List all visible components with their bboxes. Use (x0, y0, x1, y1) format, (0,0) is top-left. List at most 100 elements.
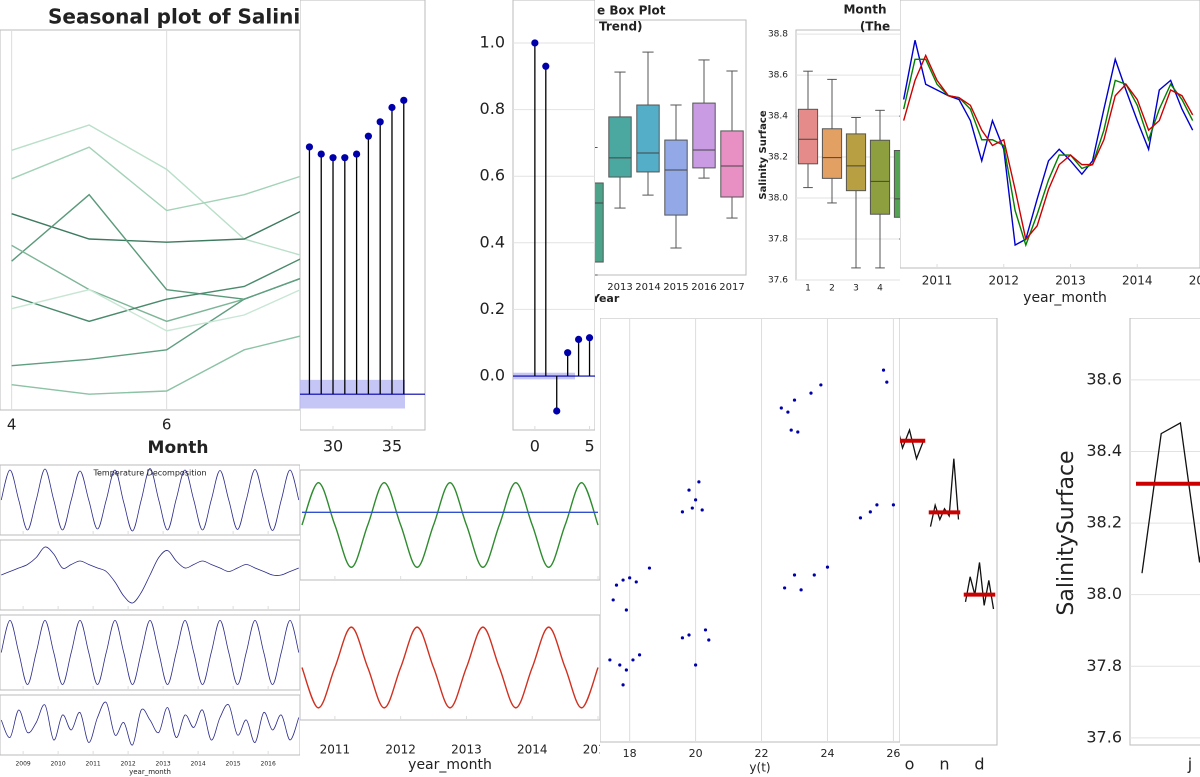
scatter-point (799, 588, 803, 592)
x-tick-label: 6 (162, 416, 172, 434)
plot-frame (300, 614, 600, 721)
y-tick-label: 0.6 (480, 166, 505, 185)
x-tick-label: n (939, 755, 949, 774)
chart-xlabel: Month (148, 438, 209, 458)
x-tick-label: 2014 (517, 743, 548, 757)
y-tick-label: 0.8 (480, 99, 505, 118)
scatter-point (687, 633, 691, 637)
chart-subtitle: Trend) (599, 20, 643, 34)
x-tick-label: 2014 (635, 282, 660, 293)
plot-frame (900, 318, 998, 746)
subseries-line (900, 427, 925, 461)
plot-frame (600, 318, 900, 743)
stem-marker (341, 154, 349, 162)
series-line (11, 277, 300, 367)
scatter-point (694, 498, 698, 502)
series-line (902, 40, 1194, 247)
scatter-point (789, 428, 793, 432)
series-line (902, 53, 1194, 241)
box (720, 130, 744, 198)
y-tick-label: 0.0 (480, 366, 505, 385)
subseries-line (929, 458, 960, 527)
series-line (0, 619, 300, 686)
y-tick-label: 38.4 (1086, 441, 1122, 460)
series-line (0, 468, 300, 532)
x-tick-label: 5 (584, 437, 594, 456)
stem-marker (329, 154, 337, 162)
series-line (11, 124, 300, 256)
scatter-point (647, 566, 652, 570)
scatter-point (624, 608, 628, 612)
y-tick-label: 1.0 (480, 32, 505, 51)
stem-marker (317, 150, 325, 158)
scatter-point (825, 565, 830, 569)
x-tick-label: 2012 (989, 274, 1020, 288)
scatter-point (779, 406, 783, 410)
chart-ylabel: Salinity Surface (758, 110, 769, 199)
stem-marker (305, 143, 314, 151)
box (664, 139, 688, 216)
scatter-point (680, 636, 685, 640)
x-tick-label: 2012 (120, 761, 135, 768)
scatter-point (611, 598, 615, 602)
series-line (11, 193, 300, 300)
x-tick-label: 2009 (15, 761, 30, 768)
plot-frame (0, 464, 300, 536)
x-tick-label: 4 (7, 416, 17, 434)
plot-frame (595, 19, 747, 276)
y-tick-label: 38.2 (1086, 513, 1122, 532)
scatter-point (868, 510, 872, 514)
chart-xlabel: Year (595, 292, 620, 305)
series-line (301, 481, 599, 569)
scatter-point (624, 668, 628, 672)
box (893, 149, 900, 218)
chart-panel: 30 35 (300, 0, 430, 460)
x-tick-label: 2012 (385, 743, 416, 757)
x-tick-label: 26 (886, 747, 900, 760)
plot-frame (300, 469, 600, 581)
x-tick-label: 2015 (1189, 274, 1200, 288)
x-tick-label: 24 (820, 747, 834, 760)
stem-marker (376, 118, 384, 126)
x-tick-label: 2011 (320, 743, 351, 757)
x-tick-label: 2013 (155, 761, 170, 768)
stem-marker (542, 62, 550, 70)
chart-title: Temperature Decomposition (92, 469, 206, 478)
series-line (301, 626, 599, 709)
chart-ylabel: SalinitySurface (1054, 450, 1079, 615)
scatter-point (792, 573, 797, 577)
box (608, 116, 632, 178)
scatter-point (621, 683, 625, 687)
x-tick-label: 2015 (583, 743, 600, 757)
scatter-point (809, 391, 813, 395)
plot-frame (0, 614, 300, 691)
x-tick-label: 2011 (922, 274, 953, 288)
x-tick-label: 2017 (719, 282, 744, 293)
plot-frame (0, 694, 300, 756)
y-tick-label: 38.6 (1086, 369, 1122, 388)
scatter-point (694, 663, 698, 667)
x-tick-label: d (974, 755, 984, 774)
chart-xlabel: y(t) (749, 761, 770, 775)
x-tick-label: o (905, 755, 915, 774)
scatter-point (891, 503, 896, 507)
x-tick-label: 30 (323, 437, 343, 456)
x-tick-label: j (1187, 755, 1192, 774)
x-tick-label: 2013 (607, 282, 632, 293)
scatter-point (608, 658, 612, 662)
chart-panel: 2009 2010 2011 2012 2013 2014 2015 2016 Temperat… (0, 460, 300, 777)
stem-marker (553, 407, 561, 415)
plot-frame (512, 0, 595, 431)
y-tick-label: 37.8 (1086, 656, 1122, 675)
x-tick-label: 1 (805, 284, 811, 294)
scatter-point (687, 488, 691, 492)
scatter-point (881, 368, 886, 372)
x-tick-label: 2016 (691, 282, 716, 293)
chart-title: e Box Plot (597, 4, 666, 18)
scatter-point (812, 573, 816, 577)
chart-panel: 37.6 37.8 38.0 38.2 38.4 38.6 j SalinitySurface (1035, 318, 1200, 777)
series-line (902, 58, 1194, 248)
